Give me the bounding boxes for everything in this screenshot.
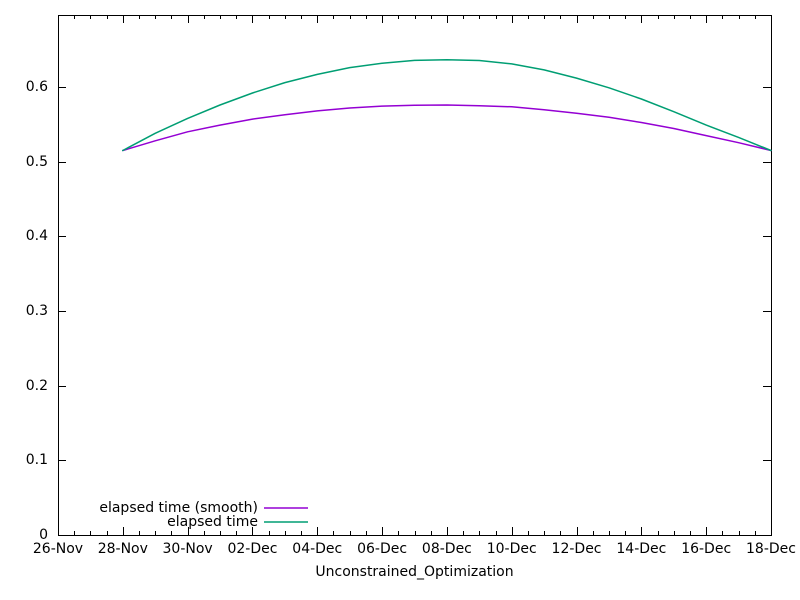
- x-tick-label: 30-Nov: [162, 541, 213, 557]
- x-tick-label: 14-Dec: [616, 541, 667, 557]
- series-line-0: [122, 104, 772, 152]
- x-tick-label: 02-Dec: [227, 541, 278, 557]
- y-tick-label: 0.1: [25, 452, 48, 469]
- x-tick-label: 12-Dec: [551, 541, 602, 557]
- y-tick-label: 0: [39, 527, 48, 543]
- plot-border: [58, 15, 772, 536]
- x-axis-title: Unconstrained_Optimization: [315, 564, 514, 580]
- x-tick-label: 28-Nov: [97, 541, 148, 557]
- x-tick-label: 26-Nov: [32, 541, 84, 557]
- series-line-1: [122, 59, 772, 152]
- legend-entry-label: elapsed time: [167, 514, 258, 530]
- y-tick-label: 0.2: [25, 377, 48, 394]
- x-tick-label: 18-Dec: [746, 541, 796, 557]
- x-tick-label: 06-Dec: [357, 541, 408, 557]
- y-tick-label: 0.4: [25, 228, 48, 245]
- x-tick-label: 10-Dec: [486, 541, 537, 557]
- x-tick-label: 08-Dec: [421, 541, 472, 557]
- legend-entry-label: elapsed time (smooth): [99, 500, 258, 516]
- x-tick-label: 16-Dec: [681, 541, 732, 557]
- y-tick-label: 0.5: [25, 153, 48, 170]
- y-tick-label: 0.3: [25, 303, 48, 320]
- x-tick-label: 04-Dec: [292, 541, 343, 557]
- y-tick-label: 0.6: [25, 79, 48, 96]
